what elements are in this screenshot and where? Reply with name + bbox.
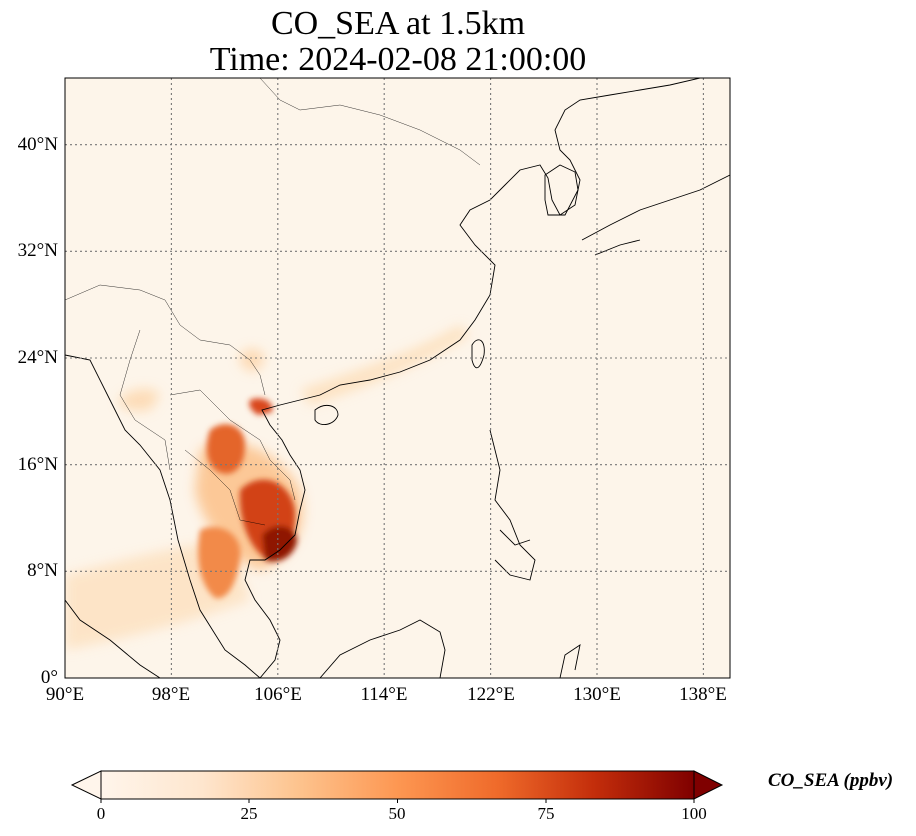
thailand-plume [198,526,241,599]
lat-tick-label: 0° [40,667,58,688]
northern-laos-plume [206,424,245,474]
mainland-west-coast [65,354,261,678]
colorbar-tick-label: 50 [388,804,406,823]
borneo-coast [319,619,446,678]
colorbar-tick-label: 100 [681,804,707,823]
colorbar-label: CO_SEA (ppbv) [768,770,894,791]
lon-tick-label: 106°E [254,684,302,705]
border-myanmar [119,329,171,471]
map-timestamp: Time: 2024-02-08 21:00:00 [209,41,587,78]
lon-tick-label: 130°E [573,684,621,705]
country-borders [65,78,481,526]
map-frame [64,77,731,679]
lon-tick-label: 114°E [360,684,408,705]
lat-tick-label: 32°N [17,240,58,261]
border-china-south [65,284,266,396]
lon-tick-label: 98°E [151,684,191,705]
lon-tick-label: 90°E [45,684,85,705]
colorbar-extend-min [70,770,102,800]
lon-tick-label: 122°E [467,684,515,705]
border-thailand-cambodia [184,449,266,526]
coastlines [65,78,730,678]
colorbar-tick-label: 75 [537,804,555,823]
co-concentration-map [64,77,731,679]
yunnan-plume [239,348,265,372]
myanmar-plume [118,388,160,411]
lon-tick-label: 138°E [679,684,727,705]
colorbar-tick-label: 0 [96,804,106,823]
mainland-east-coast [244,78,701,678]
japan-coast [581,174,730,256]
border-mongolia [259,78,481,166]
sumatra-coast [65,599,161,678]
colorbar-gradient [100,770,695,800]
lat-tick-label: 16°N [17,454,58,475]
graticule [65,78,730,678]
korea-coast [544,164,579,216]
map-title: CO_SEA at 1.5km [270,5,526,42]
colorbar-extend-max [693,770,724,800]
lat-tick-label: 8°N [27,560,58,581]
red-river-plume [249,398,273,415]
colorbar-tick-label: 25 [240,804,258,823]
border-laos-vietnam [169,389,296,501]
lat-tick-label: 24°N [17,347,58,368]
sulawesi-coast [559,644,581,678]
mekong-delta-plume [262,525,297,562]
lat-tick-label: 40°N [17,134,58,155]
hainan-coast [314,404,339,426]
philippines-coast [489,429,536,581]
taiwan-coast [471,339,485,369]
